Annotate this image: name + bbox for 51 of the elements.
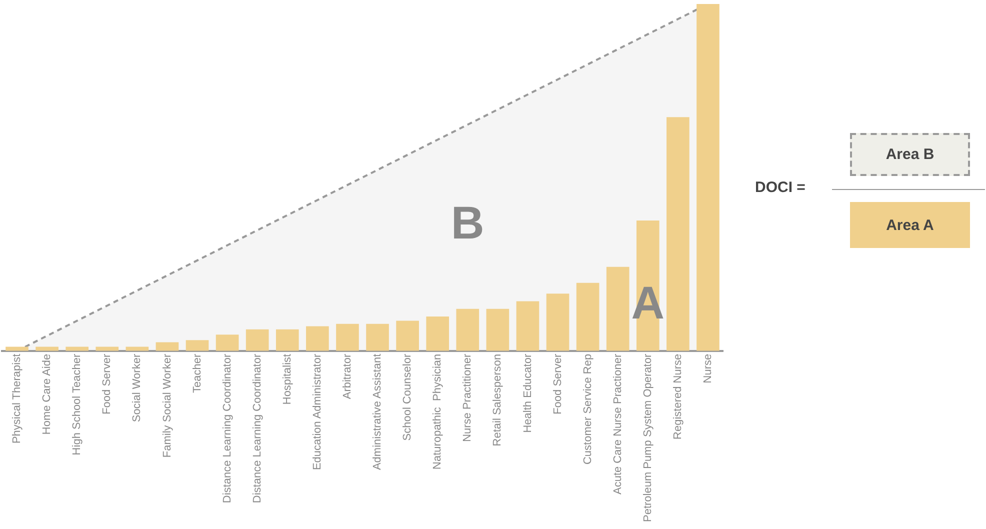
x-tick-label: Petroleum Pump System Operator [642,354,654,522]
x-tick-label: School Counselor [402,354,414,441]
bar [396,320,419,351]
x-tick-label: Physical Therapist [11,354,24,444]
bar [6,346,28,351]
bar [696,4,720,351]
bar [186,340,209,351]
x-tick-label: Food Server [552,354,564,414]
bar [216,334,239,351]
bar [366,324,389,351]
x-tick-label: Acute Care Nurse Practioner [612,354,624,495]
bar [486,308,510,351]
bar [426,316,450,351]
x-tick-label: Customer Service Rep [582,354,594,465]
x-tick-label: Food Server [101,354,114,414]
text: Area A [850,202,970,248]
x-tick-label: Nurse Practitioner [462,354,474,442]
x-tick-label: Social Worker [131,354,144,422]
text: Area B [850,133,970,176]
bar [126,346,149,351]
x-tick-label: Distance Learning Coordinator [251,354,264,504]
x-tick-label: Teacher [191,354,204,394]
bar [336,324,359,351]
bar [456,308,480,351]
bar [666,117,690,351]
bar [306,326,329,351]
x-tick-label: Hospitalist [281,354,294,405]
x-tick-label: Arbitrator [342,354,354,400]
bar [576,282,600,351]
x-tick-label: Nurse [702,354,714,384]
x-tick-label: Home Care Aide [41,354,54,435]
x-tick-label: Health Educator [522,354,534,433]
bar [156,342,179,351]
bar [96,346,119,351]
x-tick-label: Naturopathic Physician [432,354,444,470]
bar [606,266,630,351]
annotation: B [451,196,484,249]
bar [36,346,58,351]
bar [66,346,89,351]
x-tick-label: Distance Learning Coordinator [221,354,234,504]
text: DOCI = [755,179,806,196]
x-tick-label: Retail Salesperson [492,354,504,446]
bar [246,329,269,351]
x-tick-label: Family Social Worker [161,354,174,458]
x-tick-label: High School Teacher [71,354,84,456]
x-tick-label: Administrative Assistant [372,354,384,470]
bar [516,301,540,351]
bar [546,294,570,351]
x-tick-label: Registered Nurse [672,354,684,440]
bar [276,329,299,351]
x-tick-label: Education Administrator [311,354,324,470]
